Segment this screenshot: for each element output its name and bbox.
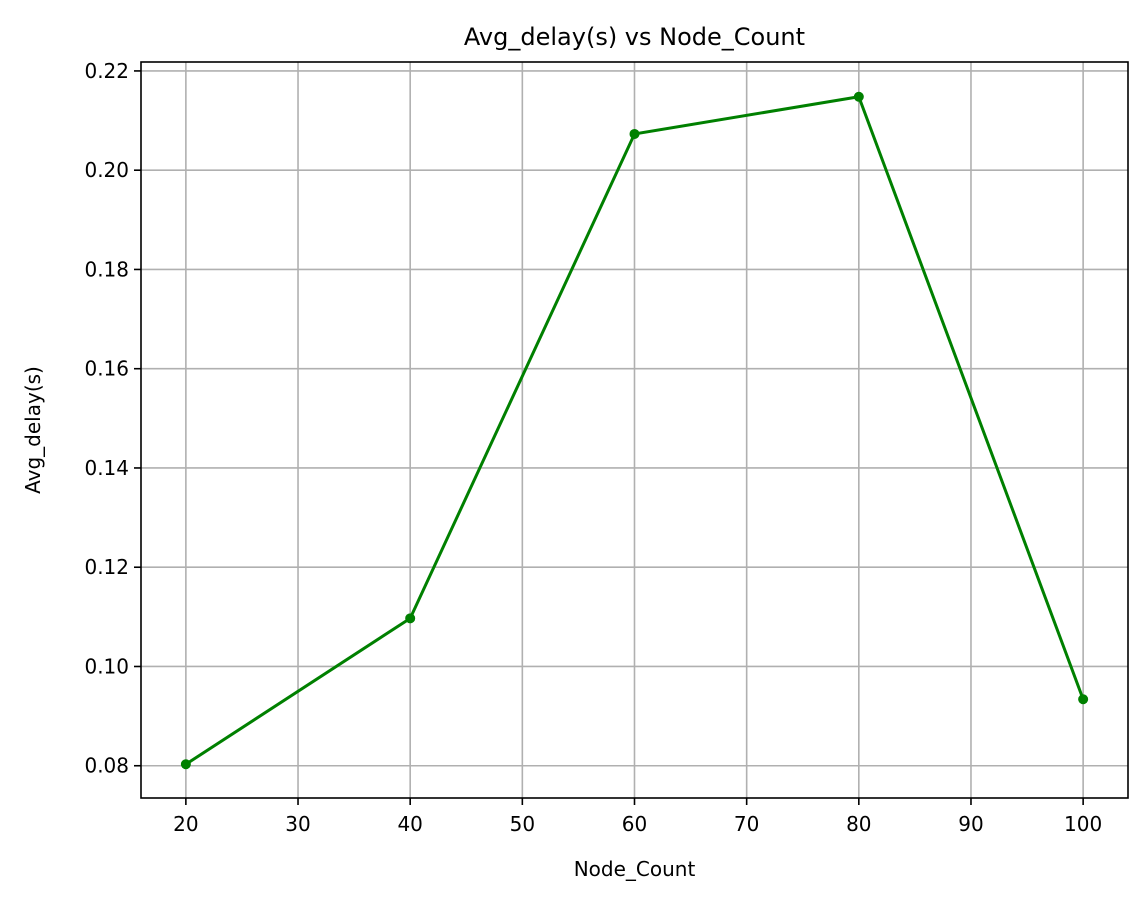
y-tick-label: 0.22 [84, 59, 129, 83]
y-tick-label: 0.16 [84, 357, 129, 381]
x-tick-label: 80 [846, 812, 871, 836]
x-tick-label: 20 [173, 812, 198, 836]
x-tick-label: 60 [622, 812, 647, 836]
x-axis-title: Node_Count [574, 857, 696, 881]
x-axis: 20 30 40 50 60 70 80 90 100 [173, 798, 1102, 836]
data-point [405, 613, 416, 624]
y-tick-label: 0.10 [84, 654, 129, 678]
x-tick-label: 40 [397, 812, 422, 836]
x-tick-label: 100 [1064, 812, 1102, 836]
x-tick-label: 30 [285, 812, 310, 836]
x-tick-label: 50 [510, 812, 535, 836]
y-tick-label: 0.20 [84, 158, 129, 182]
data-point [1078, 694, 1089, 705]
chart-title: Avg_delay(s) vs Node_Count [464, 23, 805, 51]
grid [141, 62, 1128, 798]
y-axis-title: Avg_delay(s) [21, 366, 45, 494]
data-point [180, 759, 191, 770]
y-tick-label: 0.14 [84, 456, 129, 480]
y-tick-label: 0.18 [84, 257, 129, 281]
data-point [853, 91, 864, 102]
x-tick-label: 70 [734, 812, 759, 836]
series-line-layer [180, 91, 1089, 770]
y-tick-label: 0.08 [84, 754, 129, 778]
y-tick-label: 0.12 [84, 555, 129, 579]
y-axis: 0.08 0.10 0.12 0.14 0.16 0.18 0.20 0.22 [84, 59, 141, 778]
x-tick-label: 90 [958, 812, 983, 836]
data-point [629, 128, 640, 139]
